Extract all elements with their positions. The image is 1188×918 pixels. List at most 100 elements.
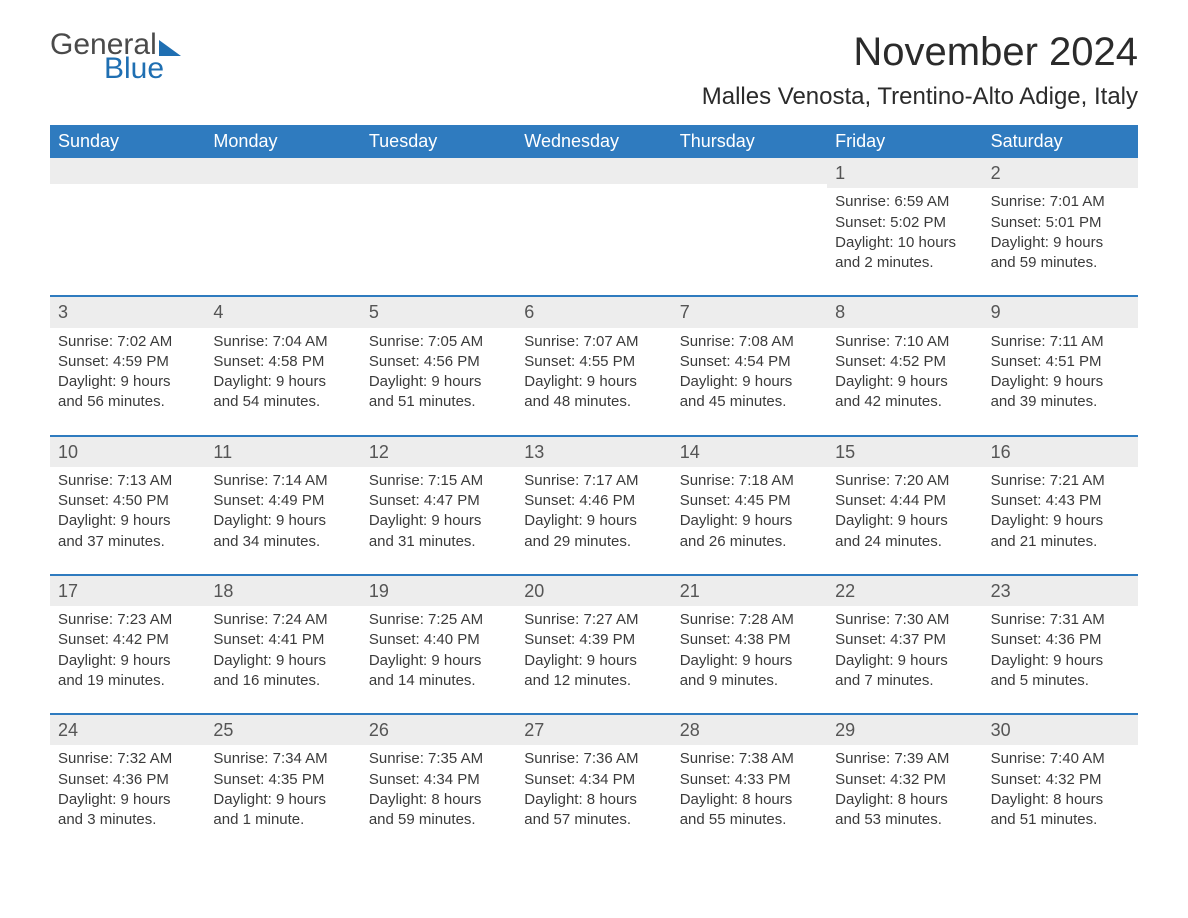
sunset-text: Sunset: 4:34 PM [369, 770, 508, 790]
sunset-text: Sunset: 4:42 PM [58, 630, 197, 650]
daylight-text: Daylight: 9 hours and 9 minutes. [680, 651, 819, 692]
day-number: 28 [672, 715, 827, 745]
month-title: November 2024 [702, 30, 1138, 75]
sunrise-text: Sunrise: 7:31 AM [991, 610, 1130, 630]
day-cell: 17Sunrise: 7:23 AMSunset: 4:42 PMDayligh… [50, 576, 205, 701]
day-cell: 26Sunrise: 7:35 AMSunset: 4:34 PMDayligh… [361, 715, 516, 840]
day-number: 22 [827, 576, 982, 606]
dow-tuesday: Tuesday [361, 125, 516, 158]
week-row: 1Sunrise: 6:59 AMSunset: 5:02 PMDaylight… [50, 158, 1138, 283]
day-cell [205, 158, 360, 283]
day-cell: 5Sunrise: 7:05 AMSunset: 4:56 PMDaylight… [361, 297, 516, 422]
day-cell: 14Sunrise: 7:18 AMSunset: 4:45 PMDayligh… [672, 437, 827, 562]
sunrise-text: Sunrise: 7:18 AM [680, 471, 819, 491]
day-number: 5 [361, 297, 516, 327]
sunrise-text: Sunrise: 7:04 AM [213, 332, 352, 352]
daylight-text: Daylight: 9 hours and 7 minutes. [835, 651, 974, 692]
day-number [516, 158, 671, 184]
day-number: 19 [361, 576, 516, 606]
daylight-text: Daylight: 9 hours and 21 minutes. [991, 511, 1130, 552]
daylight-text: Daylight: 9 hours and 12 minutes. [524, 651, 663, 692]
sunset-text: Sunset: 5:02 PM [835, 213, 974, 233]
calendar: Sunday Monday Tuesday Wednesday Thursday… [50, 125, 1138, 840]
day-cell: 24Sunrise: 7:32 AMSunset: 4:36 PMDayligh… [50, 715, 205, 840]
dow-monday: Monday [205, 125, 360, 158]
daylight-text: Daylight: 9 hours and 48 minutes. [524, 372, 663, 413]
location: Malles Venosta, Trentino-Alto Adige, Ita… [702, 83, 1138, 111]
day-cell [672, 158, 827, 283]
day-number: 30 [983, 715, 1138, 745]
day-number: 27 [516, 715, 671, 745]
sunset-text: Sunset: 4:38 PM [680, 630, 819, 650]
day-cell: 15Sunrise: 7:20 AMSunset: 4:44 PMDayligh… [827, 437, 982, 562]
day-cell: 30Sunrise: 7:40 AMSunset: 4:32 PMDayligh… [983, 715, 1138, 840]
sunset-text: Sunset: 4:51 PM [991, 352, 1130, 372]
daylight-text: Daylight: 10 hours and 2 minutes. [835, 233, 974, 274]
day-number: 13 [516, 437, 671, 467]
sunrise-text: Sunrise: 7:02 AM [58, 332, 197, 352]
daylight-text: Daylight: 9 hours and 59 minutes. [991, 233, 1130, 274]
daylight-text: Daylight: 9 hours and 45 minutes. [680, 372, 819, 413]
day-number: 8 [827, 297, 982, 327]
sunset-text: Sunset: 4:58 PM [213, 352, 352, 372]
sunset-text: Sunset: 4:59 PM [58, 352, 197, 372]
day-number: 26 [361, 715, 516, 745]
sunset-text: Sunset: 4:47 PM [369, 491, 508, 511]
day-cell [50, 158, 205, 283]
daylight-text: Daylight: 9 hours and 29 minutes. [524, 511, 663, 552]
sunrise-text: Sunrise: 7:07 AM [524, 332, 663, 352]
sunrise-text: Sunrise: 7:13 AM [58, 471, 197, 491]
sunset-text: Sunset: 4:32 PM [991, 770, 1130, 790]
sunrise-text: Sunrise: 7:35 AM [369, 749, 508, 769]
daylight-text: Daylight: 9 hours and 39 minutes. [991, 372, 1130, 413]
sunrise-text: Sunrise: 7:30 AM [835, 610, 974, 630]
daylight-text: Daylight: 9 hours and 3 minutes. [58, 790, 197, 831]
logo-text-blue: Blue [104, 54, 181, 84]
day-cell: 19Sunrise: 7:25 AMSunset: 4:40 PMDayligh… [361, 576, 516, 701]
day-cell: 21Sunrise: 7:28 AMSunset: 4:38 PMDayligh… [672, 576, 827, 701]
day-number: 11 [205, 437, 360, 467]
sunrise-text: Sunrise: 7:11 AM [991, 332, 1130, 352]
sunrise-text: Sunrise: 7:38 AM [680, 749, 819, 769]
day-number: 4 [205, 297, 360, 327]
sunrise-text: Sunrise: 7:36 AM [524, 749, 663, 769]
day-number: 2 [983, 158, 1138, 188]
dow-saturday: Saturday [983, 125, 1138, 158]
day-number: 12 [361, 437, 516, 467]
dow-thursday: Thursday [672, 125, 827, 158]
day-number: 16 [983, 437, 1138, 467]
day-number: 9 [983, 297, 1138, 327]
sunrise-text: Sunrise: 7:01 AM [991, 192, 1130, 212]
sunrise-text: Sunrise: 7:08 AM [680, 332, 819, 352]
sunset-text: Sunset: 4:54 PM [680, 352, 819, 372]
day-number: 3 [50, 297, 205, 327]
sunset-text: Sunset: 4:40 PM [369, 630, 508, 650]
sunrise-text: Sunrise: 7:27 AM [524, 610, 663, 630]
daylight-text: Daylight: 8 hours and 51 minutes. [991, 790, 1130, 831]
sunset-text: Sunset: 4:36 PM [58, 770, 197, 790]
day-cell: 23Sunrise: 7:31 AMSunset: 4:36 PMDayligh… [983, 576, 1138, 701]
day-cell [361, 158, 516, 283]
daylight-text: Daylight: 8 hours and 53 minutes. [835, 790, 974, 831]
day-number [50, 158, 205, 184]
day-cell: 20Sunrise: 7:27 AMSunset: 4:39 PMDayligh… [516, 576, 671, 701]
day-number: 15 [827, 437, 982, 467]
day-cell: 8Sunrise: 7:10 AMSunset: 4:52 PMDaylight… [827, 297, 982, 422]
day-number [361, 158, 516, 184]
daylight-text: Daylight: 9 hours and 19 minutes. [58, 651, 197, 692]
daylight-text: Daylight: 9 hours and 26 minutes. [680, 511, 819, 552]
sunrise-text: Sunrise: 7:05 AM [369, 332, 508, 352]
day-number: 1 [827, 158, 982, 188]
sunrise-text: Sunrise: 7:23 AM [58, 610, 197, 630]
day-number: 24 [50, 715, 205, 745]
sunset-text: Sunset: 4:49 PM [213, 491, 352, 511]
day-cell: 27Sunrise: 7:36 AMSunset: 4:34 PMDayligh… [516, 715, 671, 840]
day-cell: 22Sunrise: 7:30 AMSunset: 4:37 PMDayligh… [827, 576, 982, 701]
dow-sunday: Sunday [50, 125, 205, 158]
sunrise-text: Sunrise: 7:34 AM [213, 749, 352, 769]
day-number [205, 158, 360, 184]
dow-friday: Friday [827, 125, 982, 158]
week-row: 10Sunrise: 7:13 AMSunset: 4:50 PMDayligh… [50, 435, 1138, 562]
day-cell [516, 158, 671, 283]
daylight-text: Daylight: 9 hours and 1 minute. [213, 790, 352, 831]
